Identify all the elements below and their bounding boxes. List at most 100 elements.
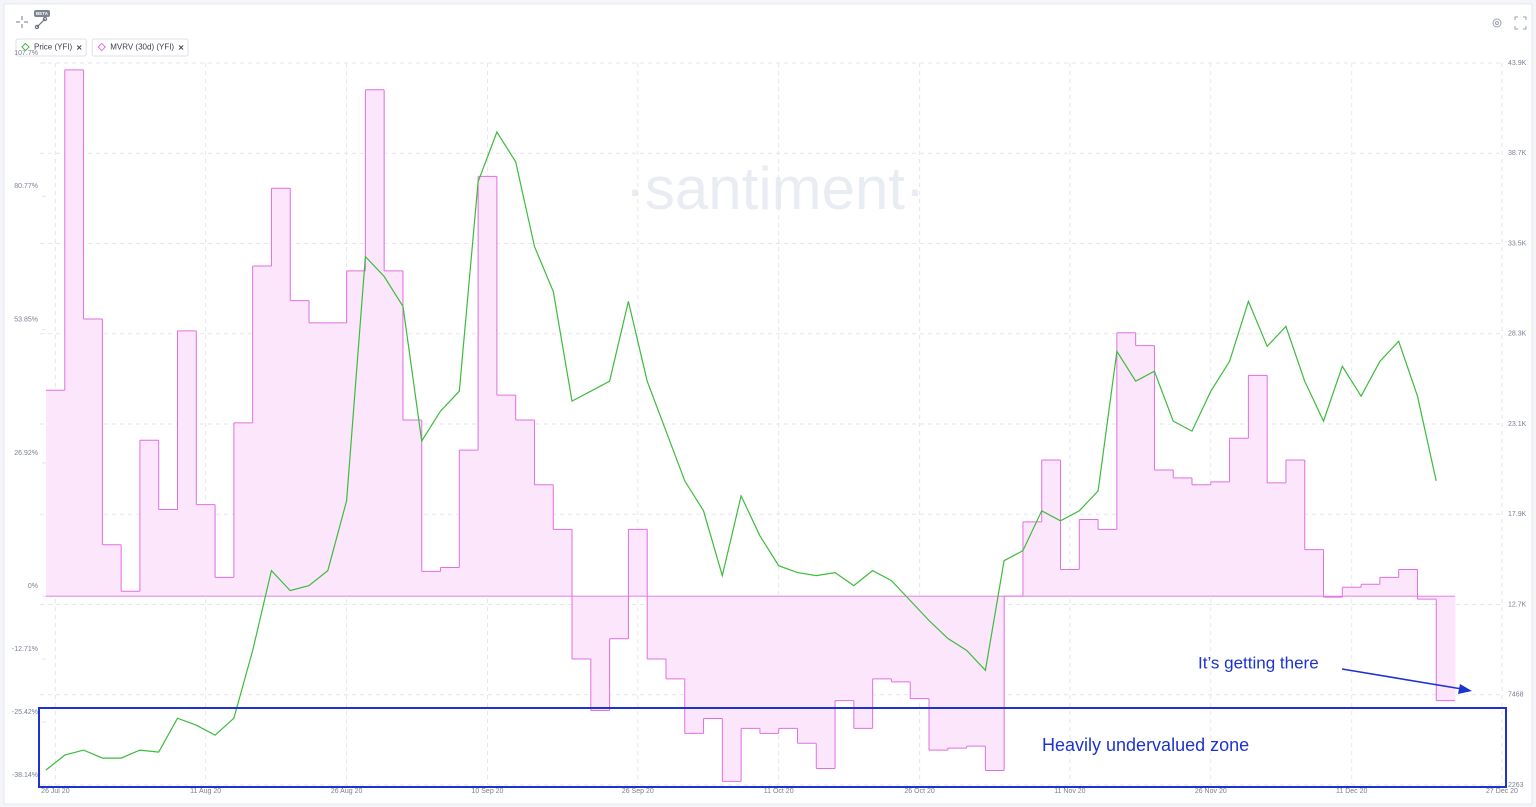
y2-tick-label: 23.1K	[1508, 421, 1527, 428]
legend-marker	[97, 42, 106, 52]
x-tick-label: 11 Dec 20	[1336, 788, 1367, 795]
settings-icon[interactable]	[1492, 18, 1502, 28]
mvrv-area	[64, 69, 85, 597]
mvrv-area	[1173, 477, 1193, 597]
mvrv-area	[891, 596, 911, 682]
mvrv-area	[665, 596, 686, 679]
mvrv-area	[534, 484, 554, 597]
mvrv-area	[421, 571, 442, 597]
y2-tick-label: 43.9K	[1508, 60, 1527, 67]
mvrv-area	[572, 596, 592, 660]
mvrv-area	[1098, 529, 1118, 597]
mvrv-area	[910, 596, 930, 699]
mvrv-area	[1116, 332, 1137, 597]
mvrv-area	[1361, 584, 1381, 597]
y2-tick-label: 17.9K	[1508, 511, 1527, 518]
legend-label: Price (YFI)	[34, 43, 73, 52]
mvrv-area	[1041, 460, 1062, 597]
mvrv-area	[1436, 596, 1456, 701]
mvrv-area	[459, 450, 479, 597]
badge	[34, 10, 50, 17]
mvrv-area	[741, 596, 761, 729]
y2-tick-label: 38.7K	[1508, 150, 1527, 157]
y-tick-label: 107.7%	[14, 50, 38, 57]
mvrv-area	[835, 596, 855, 701]
y2-tick-label: 33.5K	[1508, 240, 1527, 247]
mvrv-area	[778, 596, 798, 729]
mvrv-area	[1154, 469, 1174, 597]
mvrv-area	[102, 544, 122, 597]
mvrv-area	[177, 330, 197, 597]
price-line	[45, 130, 1437, 771]
y2-tick-label: 28.3K	[1508, 331, 1527, 338]
mvrv-area	[83, 318, 103, 597]
y2-tick-label: 2263	[1508, 782, 1524, 789]
mvrv-area	[1417, 596, 1437, 600]
legend-chip[interactable]: Price (YFI)	[15, 38, 87, 57]
mvrv-area	[647, 596, 667, 660]
mvrv-area	[1248, 375, 1268, 597]
y-tick-label: 53.85%	[14, 316, 38, 323]
mvrv-area	[515, 419, 535, 597]
mvrv-area	[1304, 549, 1325, 597]
x-tick-label: 11 Nov 20	[1054, 788, 1085, 795]
annotation-box	[38, 707, 1507, 788]
watermark: ·santiment·	[625, 155, 925, 222]
mvrv-area	[384, 270, 404, 597]
x-tick-label: 26 Oct 20	[904, 788, 934, 795]
x-tick-label: 11 Oct 20	[764, 788, 794, 795]
mvrv-area	[609, 596, 629, 639]
mvrv-area	[365, 89, 385, 597]
mvrv-area	[816, 596, 836, 769]
mvrv-area	[1060, 569, 1080, 597]
y2-tick-label: 7468	[1508, 692, 1524, 699]
mvrv-area	[928, 596, 949, 751]
mvrv-area	[46, 390, 66, 597]
legend-chip-box	[91, 38, 189, 57]
mvrv-area	[853, 596, 874, 729]
mvrv-area	[1022, 521, 1043, 597]
mvrv-area	[1135, 345, 1155, 597]
mvrv-area	[1267, 482, 1287, 597]
y-tick-label: 0%	[28, 583, 38, 590]
y-tick-label: -25.42%	[12, 709, 38, 716]
legend-close	[178, 45, 184, 50]
mvrv-area	[722, 596, 742, 782]
mvrv-area	[139, 440, 160, 597]
mvrv-area	[985, 596, 1005, 771]
x-tick-label: 26 Aug 20	[331, 788, 363, 795]
x-tick-label: 26 Nov 20	[1195, 788, 1227, 795]
mvrv-area	[1210, 481, 1231, 597]
mvrv-area	[947, 596, 968, 749]
mvrv-area	[1342, 587, 1362, 597]
mvrv-area	[271, 188, 291, 597]
mvrv-area	[440, 567, 460, 597]
annotation-arrow	[1341, 668, 1463, 690]
annotation-arrowhead	[1458, 684, 1472, 694]
mvrv-area	[553, 529, 573, 597]
y-tick-label: -38.14%	[12, 772, 38, 779]
mvrv-area	[309, 322, 329, 597]
badge-text: BETA	[36, 11, 49, 16]
mvrv-area	[1379, 577, 1400, 597]
mvrv-area	[1079, 519, 1099, 597]
legend-chip[interactable]: MVRV (30d) (YFI)	[91, 38, 189, 57]
fullscreen-icon[interactable]	[1514, 16, 1527, 30]
legend-marker	[21, 42, 30, 52]
legend-label: MVRV (30d) (YFI)	[110, 43, 174, 52]
mvrv-area	[966, 596, 986, 747]
y-tick-label: 26.92%	[14, 450, 38, 457]
mvrv-area	[327, 322, 348, 597]
mvrv-area	[684, 596, 705, 734]
toolbar-icon[interactable]	[16, 16, 28, 28]
x-tick-label: 11 Aug 20	[190, 788, 221, 795]
mvrv-area	[196, 504, 216, 597]
mvrv-area	[346, 270, 366, 597]
mvrv-area	[872, 596, 892, 679]
annotation-text: It’s getting there	[1198, 653, 1319, 672]
mvrv-area	[1285, 460, 1306, 597]
drawing-icon[interactable]	[34, 16, 48, 30]
mvrv-area	[1398, 569, 1418, 597]
x-tick-label: 26 Sep 20	[622, 788, 654, 795]
